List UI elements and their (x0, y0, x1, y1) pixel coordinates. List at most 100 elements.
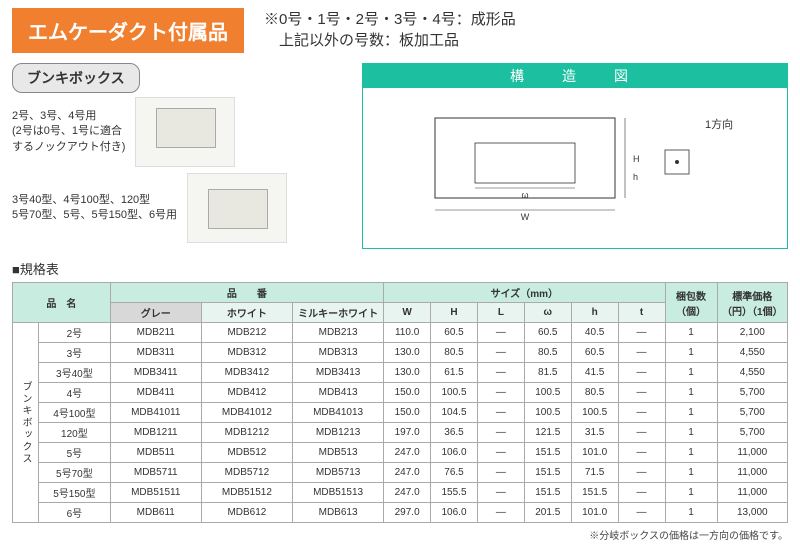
cell-om: 201.5 (524, 503, 571, 523)
cell-pr: 4,550 (717, 363, 787, 383)
cell-name: 3号 (39, 343, 111, 363)
cell-m: MDB5713 (292, 463, 383, 483)
cell-name: 2号 (39, 323, 111, 343)
cell-m: MDB213 (292, 323, 383, 343)
page-title: エムケーダクト付属品 (12, 8, 244, 53)
cell-om: 121.5 (524, 423, 571, 443)
cell-pr: 5,700 (717, 423, 787, 443)
cell-W: 247.0 (384, 483, 431, 503)
cell-W: 110.0 (384, 323, 431, 343)
cell-m: MDB513 (292, 443, 383, 463)
cell-g: MDB41011 (110, 403, 201, 423)
th-code: 品 番 (110, 283, 384, 303)
cell-name: 5号150型 (39, 483, 111, 503)
cell-H: 76.5 (431, 463, 478, 483)
svg-text:W: W (521, 212, 530, 222)
cell-pr: 5,700 (717, 403, 787, 423)
cell-W: 247.0 (384, 443, 431, 463)
cell-sh: 31.5 (571, 423, 618, 443)
cell-L: — (477, 343, 524, 363)
cell-pk: 1 (665, 443, 717, 463)
cell-pr: 11,000 (717, 483, 787, 503)
table-row: 120型MDB1211MDB1212MDB1213197.036.5—121.5… (13, 423, 788, 443)
cell-g: MDB311 (110, 343, 201, 363)
cell-W: 150.0 (384, 383, 431, 403)
cell-t: — (618, 483, 665, 503)
cell-pk: 1 (665, 503, 717, 523)
svg-text:h: h (633, 172, 638, 182)
table-row: 3号MDB311MDB312MDB313130.080.5—80.560.5—1… (13, 343, 788, 363)
header-notes: ※0号・1号・2号・3号・4号：成形品 上記以外の号数：板加工品 (264, 8, 516, 50)
cell-pk: 1 (665, 363, 717, 383)
cell-t: — (618, 403, 665, 423)
cell-w: MDB51512 (201, 483, 292, 503)
product-image-2 (187, 173, 287, 243)
table-row: 6号MDB611MDB612MDB613297.0106.0—201.5101.… (13, 503, 788, 523)
cell-m: MDB313 (292, 343, 383, 363)
th-l: L (477, 303, 524, 323)
cell-w: MDB3412 (201, 363, 292, 383)
structure-diagram: W ω H h 1方向 (363, 88, 787, 228)
cell-om: 81.5 (524, 363, 571, 383)
cell-t: — (618, 423, 665, 443)
cell-sh: 40.5 (571, 323, 618, 343)
th-h: H (431, 303, 478, 323)
cell-pr: 13,000 (717, 503, 787, 523)
cell-name: 4号100型 (39, 403, 111, 423)
table-row: 4号100型MDB41011MDB41012MDB41013150.0104.5… (13, 403, 788, 423)
cell-m: MDB613 (292, 503, 383, 523)
cell-t: — (618, 323, 665, 343)
cell-H: 100.5 (431, 383, 478, 403)
cell-H: 104.5 (431, 403, 478, 423)
cell-t: — (618, 443, 665, 463)
th-white: ホワイト (201, 303, 292, 323)
cell-t: — (618, 343, 665, 363)
desc2: 3号40型、4号100型、120型 5号70型、5号、5号150型、6号用 (12, 193, 177, 224)
cell-name: 5号70型 (39, 463, 111, 483)
cell-m: MDB413 (292, 383, 383, 403)
cell-W: 297.0 (384, 503, 431, 523)
table-row: 5号150型MDB51511MDB51512MDB51513247.0155.5… (13, 483, 788, 503)
cell-m: MDB41013 (292, 403, 383, 423)
cell-name: 3号40型 (39, 363, 111, 383)
cell-w: MDB412 (201, 383, 292, 403)
svg-text:ω: ω (521, 190, 528, 200)
cell-w: MDB41012 (201, 403, 292, 423)
cell-pk: 1 (665, 423, 717, 443)
cell-g: MDB51511 (110, 483, 201, 503)
cell-L: — (477, 463, 524, 483)
table-row: 3号40型MDB3411MDB3412MDB3413130.061.5—81.5… (13, 363, 788, 383)
cell-pr: 4,550 (717, 343, 787, 363)
cell-H: 60.5 (431, 323, 478, 343)
cell-t: — (618, 363, 665, 383)
cell-pr: 2,100 (717, 323, 787, 343)
cell-H: 36.5 (431, 423, 478, 443)
cell-W: 130.0 (384, 343, 431, 363)
spec-title: ■規格表 (12, 259, 788, 278)
cell-om: 100.5 (524, 403, 571, 423)
cell-pk: 1 (665, 403, 717, 423)
cell-t: — (618, 463, 665, 483)
cell-w: MDB512 (201, 443, 292, 463)
cell-g: MDB411 (110, 383, 201, 403)
cell-name: 4号 (39, 383, 111, 403)
cell-sh: 101.0 (571, 443, 618, 463)
cell-sh: 151.5 (571, 483, 618, 503)
cell-W: 247.0 (384, 463, 431, 483)
cell-pk: 1 (665, 383, 717, 403)
cell-m: MDB3413 (292, 363, 383, 383)
cell-g: MDB511 (110, 443, 201, 463)
cell-om: 60.5 (524, 323, 571, 343)
cell-H: 61.5 (431, 363, 478, 383)
cell-W: 197.0 (384, 423, 431, 443)
header-note-2: 上記以外の号数：板加工品 (264, 29, 516, 50)
cell-om: 151.5 (524, 483, 571, 503)
cell-pk: 1 (665, 463, 717, 483)
cell-w: MDB212 (201, 323, 292, 343)
table-row: 4号MDB411MDB412MDB413150.0100.5—100.580.5… (13, 383, 788, 403)
cell-name: 120型 (39, 423, 111, 443)
cell-sh: 41.5 (571, 363, 618, 383)
cell-L: — (477, 503, 524, 523)
desc1b: (2号は0号、1号に適合 するノックアウト付き) (12, 124, 125, 155)
th-price: 標準価格 （円）（1個） (717, 283, 787, 323)
